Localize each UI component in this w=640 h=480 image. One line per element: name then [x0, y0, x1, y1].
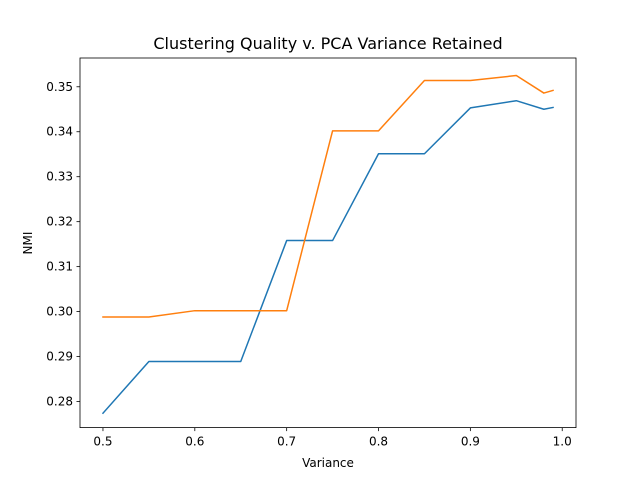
axes-frame	[79, 57, 577, 429]
y-tick-label: 0.31	[46, 260, 73, 274]
y-tick-label: 0.33	[46, 170, 73, 184]
x-tick-label: 0.7	[277, 435, 296, 449]
y-tick-label: 0.29	[46, 350, 73, 364]
y-tick-label: 0.34	[46, 125, 73, 139]
series-line-1	[101, 99, 554, 415]
series-line-2	[102, 74, 554, 318]
x-tick-label: 0.8	[369, 435, 388, 449]
y-tick-label: 0.32	[46, 215, 73, 229]
x-axis-ticks: 0.5 0.6 0.7 0.8 0.9 1.0	[93, 427, 572, 449]
chart-title: Clustering Quality v. PCA Variance Retai…	[153, 34, 502, 53]
x-tick-label: 1.0	[553, 435, 572, 449]
y-axis-ticks: 0.28 0.29 0.30 0.31 0.32 0.33 0.34 0.35	[46, 80, 80, 409]
y-axis-label: NMI	[21, 232, 35, 255]
x-tick-label: 0.9	[461, 435, 480, 449]
x-axis-label: Variance	[302, 456, 354, 470]
x-tick-label: 0.6	[185, 435, 204, 449]
x-tick-label: 0.5	[93, 435, 112, 449]
y-tick-label: 0.28	[46, 395, 73, 409]
y-tick-label: 0.35	[46, 80, 73, 94]
y-tick-label: 0.30	[46, 305, 73, 319]
plot-lines	[101, 74, 554, 415]
